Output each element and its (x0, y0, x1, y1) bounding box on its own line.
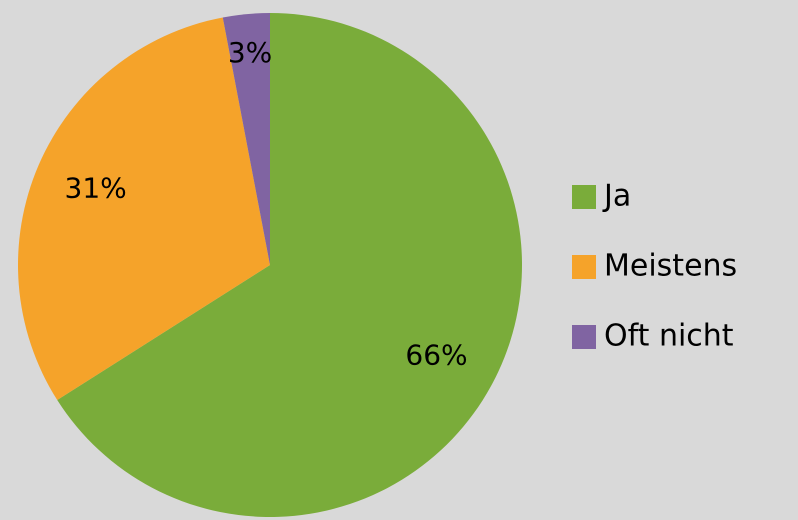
pie-slice (222, 13, 270, 265)
legend-label: Oft nicht (604, 319, 734, 354)
data-label: 66% (405, 339, 467, 372)
pie-slice (57, 13, 523, 517)
data-label: 31% (65, 172, 127, 205)
data-label: 3% (228, 36, 272, 69)
legend-label: Ja (602, 179, 631, 214)
legend-swatch (572, 255, 596, 279)
legend-swatch (572, 185, 596, 209)
pie-slice (17, 17, 270, 401)
legend-swatch (572, 325, 596, 349)
legend-label: Meistens (604, 249, 737, 284)
